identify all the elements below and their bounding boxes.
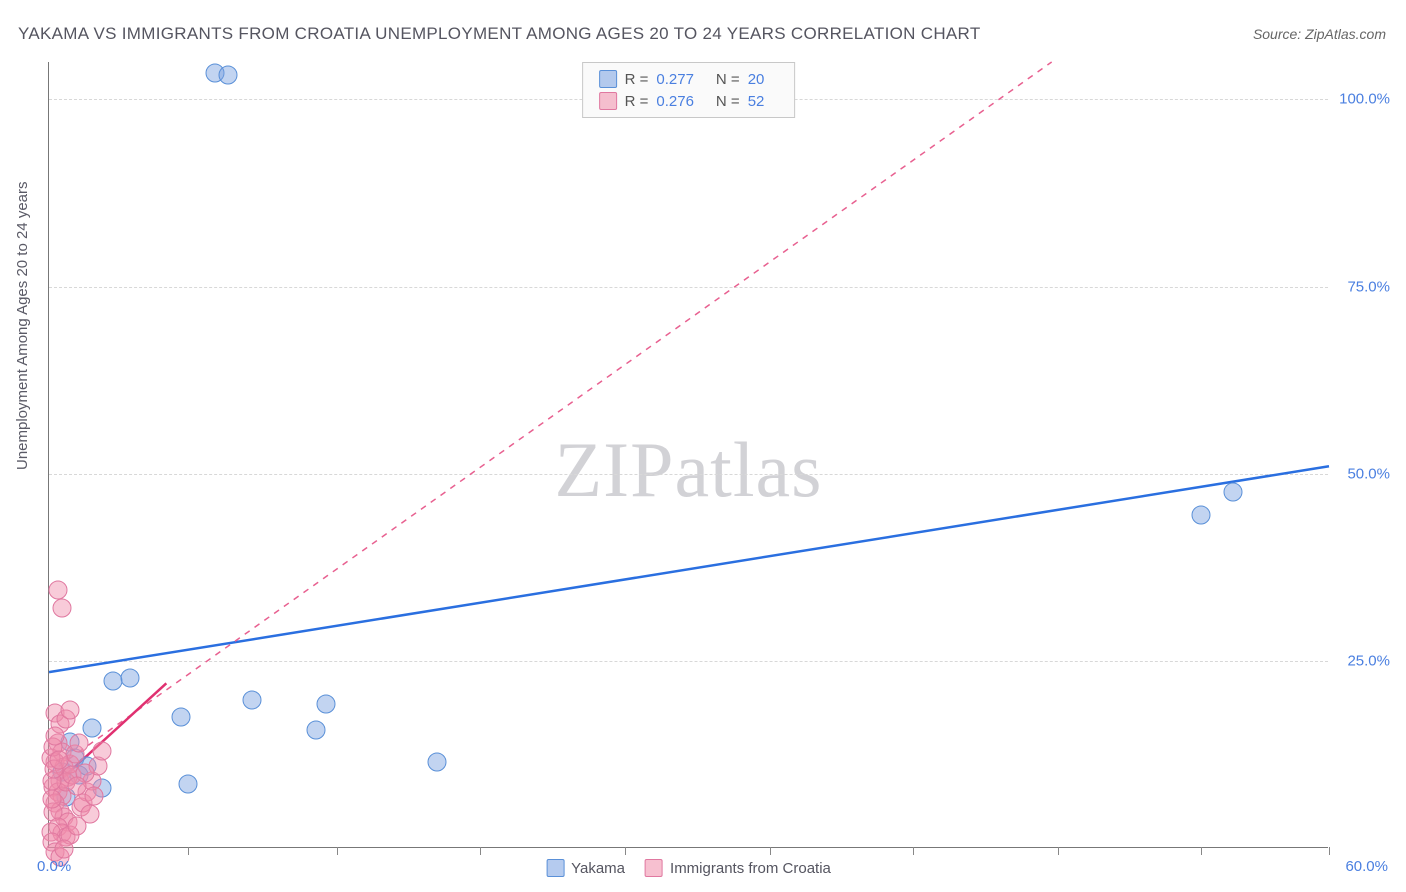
x-tick	[770, 847, 771, 855]
y-tick-label: 100.0%	[1339, 91, 1390, 108]
data-point	[428, 752, 447, 771]
trend-line	[49, 62, 1052, 773]
y-tick-label: 75.0%	[1347, 278, 1390, 295]
data-point	[69, 734, 88, 753]
data-point	[52, 599, 71, 618]
swatch-blue-icon	[599, 70, 617, 88]
legend-row-yakama: R = 0.277 N = 20	[599, 68, 779, 90]
x-axis-min-label: 0.0%	[37, 858, 71, 875]
legend-row-croatia: R = 0.276 N = 52	[599, 90, 779, 112]
data-point	[61, 700, 80, 719]
swatch-pink-icon	[599, 92, 617, 110]
data-point	[172, 708, 191, 727]
x-axis-max-label: 60.0%	[1345, 858, 1388, 875]
swatch-pink-icon	[645, 859, 663, 877]
data-point	[1192, 505, 1211, 524]
plot-area: ZIPatlas 25.0%50.0%75.0%100.0% R = 0.277…	[48, 62, 1328, 848]
n-label: N =	[716, 71, 740, 88]
legend-label-croatia: Immigrants from Croatia	[670, 860, 831, 877]
data-point	[84, 786, 103, 805]
data-point	[1224, 483, 1243, 502]
x-tick	[913, 847, 914, 855]
n-label: N =	[716, 93, 740, 110]
trend-lines	[49, 62, 1328, 847]
x-tick	[625, 847, 626, 855]
data-point	[46, 726, 65, 745]
data-point	[49, 750, 68, 769]
data-point	[48, 580, 67, 599]
y-tick-label: 50.0%	[1347, 465, 1390, 482]
legend-label-yakama: Yakama	[571, 860, 625, 877]
data-point	[67, 776, 86, 795]
data-point	[82, 719, 101, 738]
trend-line	[49, 466, 1329, 672]
data-point	[242, 690, 261, 709]
y-tick-label: 25.0%	[1347, 652, 1390, 669]
legend-series: Yakama Immigrants from Croatia	[546, 859, 831, 877]
data-point	[80, 805, 99, 824]
data-point	[219, 66, 238, 85]
x-tick	[337, 847, 338, 855]
r-value-yakama: 0.277	[656, 71, 694, 88]
chart-title: YAKAMA VS IMMIGRANTS FROM CROATIA UNEMPL…	[18, 24, 981, 44]
legend-item-yakama: Yakama	[546, 859, 625, 877]
data-point	[93, 741, 112, 760]
swatch-blue-icon	[546, 859, 564, 877]
x-tick	[1329, 847, 1330, 855]
source-label: Source: ZipAtlas.com	[1253, 26, 1386, 42]
data-point	[54, 840, 73, 859]
data-point	[178, 775, 197, 794]
r-value-croatia: 0.276	[656, 93, 694, 110]
r-label: R =	[625, 93, 649, 110]
n-value-croatia: 52	[748, 93, 765, 110]
y-axis-label: Unemployment Among Ages 20 to 24 years	[14, 181, 31, 470]
data-point	[306, 721, 325, 740]
legend-correlation: R = 0.277 N = 20 R = 0.276 N = 52	[582, 62, 796, 118]
x-tick	[1058, 847, 1059, 855]
n-value-yakama: 20	[748, 71, 765, 88]
data-point	[42, 790, 61, 809]
legend-item-croatia: Immigrants from Croatia	[645, 859, 831, 877]
data-point	[121, 669, 140, 688]
x-tick	[1201, 847, 1202, 855]
x-tick	[188, 847, 189, 855]
r-label: R =	[625, 71, 649, 88]
data-point	[317, 695, 336, 714]
data-point	[104, 672, 123, 691]
x-tick	[480, 847, 481, 855]
